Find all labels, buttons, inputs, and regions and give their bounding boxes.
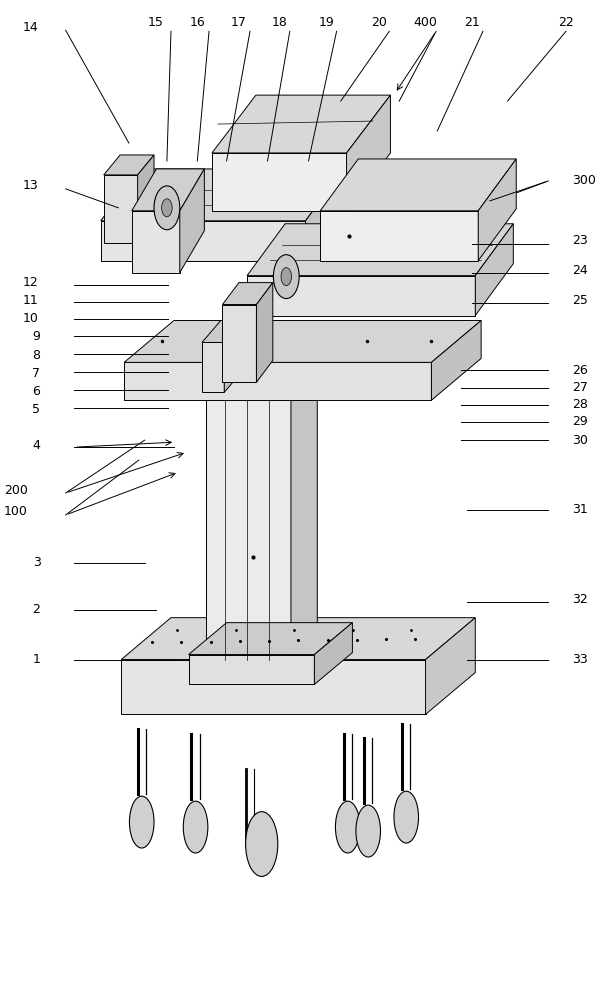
Text: 10: 10: [22, 312, 38, 325]
Text: 100: 100: [4, 505, 28, 518]
Text: 9: 9: [33, 330, 40, 343]
Polygon shape: [475, 224, 513, 316]
Polygon shape: [347, 95, 390, 211]
Polygon shape: [212, 95, 390, 153]
Text: 3: 3: [33, 556, 40, 569]
Polygon shape: [202, 320, 243, 342]
Text: 200: 200: [4, 484, 28, 497]
Text: 33: 33: [572, 653, 587, 666]
Text: 12: 12: [22, 276, 38, 289]
Polygon shape: [132, 211, 180, 273]
Polygon shape: [223, 283, 273, 305]
Text: 19: 19: [318, 16, 334, 29]
Text: 28: 28: [572, 398, 588, 411]
Text: 20: 20: [371, 16, 387, 29]
Text: 29: 29: [572, 415, 587, 428]
Polygon shape: [132, 169, 204, 211]
Polygon shape: [314, 623, 352, 684]
Polygon shape: [306, 169, 344, 261]
Polygon shape: [101, 169, 344, 221]
Text: 400: 400: [414, 16, 438, 29]
Circle shape: [154, 186, 180, 230]
Polygon shape: [124, 362, 431, 400]
Text: 5: 5: [33, 403, 40, 416]
Text: 31: 31: [572, 503, 587, 516]
Text: 14: 14: [22, 21, 38, 34]
Polygon shape: [224, 320, 243, 392]
Polygon shape: [431, 320, 481, 400]
Text: 11: 11: [22, 294, 38, 307]
Text: 24: 24: [572, 264, 587, 277]
Text: 16: 16: [189, 16, 205, 29]
Text: 8: 8: [33, 349, 40, 362]
Circle shape: [281, 268, 291, 286]
Polygon shape: [121, 660, 426, 714]
Polygon shape: [206, 368, 317, 390]
Circle shape: [162, 199, 172, 217]
Polygon shape: [212, 153, 347, 211]
Text: 4: 4: [33, 439, 40, 452]
Text: 2: 2: [33, 603, 40, 616]
Text: 18: 18: [271, 16, 287, 29]
Polygon shape: [206, 390, 291, 660]
Text: 13: 13: [22, 179, 38, 192]
Polygon shape: [247, 224, 513, 276]
Polygon shape: [189, 623, 352, 655]
Text: 17: 17: [230, 16, 246, 29]
Polygon shape: [101, 221, 306, 261]
Text: 15: 15: [147, 16, 163, 29]
Polygon shape: [124, 320, 481, 362]
Text: 7: 7: [33, 367, 40, 380]
Text: 21: 21: [464, 16, 480, 29]
Polygon shape: [426, 618, 475, 714]
Polygon shape: [189, 655, 314, 684]
Polygon shape: [121, 618, 475, 660]
Polygon shape: [247, 276, 475, 316]
Ellipse shape: [335, 801, 360, 853]
Text: 30: 30: [572, 434, 588, 447]
Text: 25: 25: [572, 294, 588, 307]
Text: 32: 32: [572, 593, 587, 606]
Polygon shape: [104, 155, 154, 175]
Ellipse shape: [394, 791, 418, 843]
Text: 1: 1: [33, 653, 40, 666]
Text: 23: 23: [572, 234, 587, 247]
Polygon shape: [137, 155, 154, 243]
Text: 22: 22: [558, 16, 574, 29]
Ellipse shape: [245, 812, 278, 876]
Polygon shape: [320, 211, 478, 261]
Circle shape: [273, 255, 299, 299]
Polygon shape: [223, 305, 256, 382]
Polygon shape: [202, 342, 224, 392]
Polygon shape: [291, 368, 317, 660]
Text: 6: 6: [33, 385, 40, 398]
Polygon shape: [180, 169, 204, 273]
Text: 26: 26: [572, 364, 587, 377]
Polygon shape: [320, 159, 516, 211]
Polygon shape: [104, 175, 137, 243]
Text: 27: 27: [572, 381, 588, 394]
Ellipse shape: [130, 796, 154, 848]
Ellipse shape: [183, 801, 208, 853]
Polygon shape: [478, 159, 516, 261]
Text: 300: 300: [572, 174, 596, 187]
Polygon shape: [256, 283, 273, 382]
Ellipse shape: [356, 805, 380, 857]
